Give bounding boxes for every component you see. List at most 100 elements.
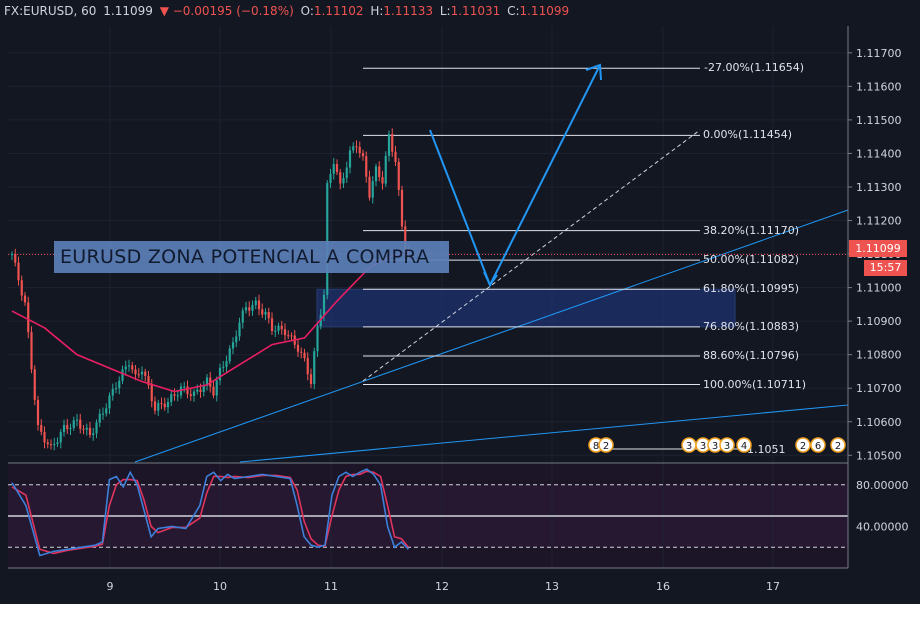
candle-body	[69, 428, 72, 430]
price-tick-label: 1.11700	[856, 47, 902, 60]
trendlines	[134, 129, 849, 463]
candle-body	[355, 146, 358, 148]
candle-body	[290, 335, 293, 337]
candle-body	[150, 385, 153, 402]
candle-body	[387, 134, 391, 156]
trendline-lower	[239, 404, 849, 463]
candle-body	[163, 403, 166, 408]
candle-body	[257, 300, 261, 310]
candle-body	[157, 403, 160, 411]
candle-body	[121, 369, 124, 381]
candle-body	[251, 304, 254, 311]
candle-body	[108, 395, 111, 409]
event-badge[interactable]	[598, 437, 614, 453]
candle-body	[212, 386, 215, 396]
candle-body	[196, 389, 199, 392]
bar-countdown-tag: 15:57	[864, 260, 907, 276]
trendline-upper	[134, 209, 849, 463]
candle-body	[33, 369, 36, 400]
event-badge[interactable]	[810, 437, 826, 453]
candle-body	[244, 307, 248, 311]
candle-body	[30, 332, 33, 370]
candle-body	[241, 310, 244, 323]
h-label: H:	[370, 4, 384, 18]
close-value: 1.11099	[519, 4, 570, 18]
event-badge-count: 3	[712, 441, 718, 452]
price-tick-label: 1.11400	[856, 147, 902, 160]
change: ▼ −0.00195 (−0.18%)	[159, 4, 294, 18]
symbol[interactable]: FX:EURUSD, 60	[4, 4, 97, 18]
candle-body	[384, 155, 387, 184]
time-tick-label: 9	[107, 580, 114, 593]
candle-body	[192, 391, 196, 396]
candle-body	[10, 254, 14, 256]
annotation-banner[interactable]: EURUSD ZONA POTENCIAL A COMPRA	[54, 241, 449, 273]
candle-body	[264, 311, 267, 315]
candle-body	[218, 367, 222, 381]
price-tick-label: 1.10600	[856, 416, 902, 429]
candle-body	[231, 342, 235, 349]
candle-body	[131, 365, 134, 370]
candle-body	[27, 302, 30, 333]
event-badge-count: 2	[603, 441, 609, 452]
fib-label: 50.00%(1.11082)	[703, 253, 800, 267]
stoch-k-line	[11, 468, 410, 557]
event-badge[interactable]	[830, 437, 846, 453]
candle-body	[280, 325, 283, 330]
candle-body	[306, 358, 309, 375]
candle-body	[170, 394, 173, 402]
candle-body	[82, 428, 85, 430]
candle-body	[173, 394, 176, 396]
event-badge[interactable]	[719, 437, 735, 453]
candle-body	[176, 395, 179, 397]
candle-body	[222, 366, 225, 368]
candle-body	[147, 375, 150, 386]
candle-body	[335, 164, 339, 173]
candle-body	[202, 385, 205, 392]
last-price: 1.11099	[103, 4, 153, 18]
candle-body	[134, 369, 137, 375]
candle-body	[261, 309, 264, 315]
candle-body	[404, 226, 407, 252]
candle-body	[118, 380, 121, 389]
candle-body	[248, 307, 251, 311]
price-tick-label: 1.10700	[856, 382, 902, 395]
candle-body	[348, 150, 352, 168]
candle-body	[274, 330, 277, 332]
event-badge-count: 2	[800, 441, 806, 452]
event-badge-count: 2	[835, 441, 841, 452]
event-badge-count: 4	[741, 441, 747, 452]
candle-body	[189, 394, 192, 396]
candle-body	[88, 427, 92, 436]
candle-body	[235, 336, 238, 343]
l-label: L:	[439, 4, 451, 18]
candle-body	[23, 295, 27, 303]
candle-body	[371, 181, 374, 198]
event-badge[interactable]	[795, 437, 811, 453]
candle-body	[215, 380, 218, 396]
high-value: 1.11133	[383, 4, 434, 18]
candle-body	[238, 322, 241, 337]
event-badge[interactable]	[736, 437, 752, 453]
event-badge-count: 8	[593, 441, 599, 452]
candle-body	[322, 294, 326, 315]
candle-body	[17, 262, 20, 281]
candle-body	[352, 146, 355, 151]
candle-body	[127, 365, 131, 367]
candle-body	[111, 388, 114, 396]
candle-body	[277, 325, 280, 331]
candle-body	[381, 177, 384, 184]
axes: 1.11700 1.11600 1.11500 1.11400 1.11300 1.112…	[0, 26, 920, 622]
candle-body	[316, 326, 319, 352]
candle-body	[153, 401, 157, 411]
candle-body	[397, 161, 400, 190]
candle-body	[368, 176, 371, 198]
candle-body	[199, 389, 202, 392]
price-tick-label: 1.10500	[856, 449, 902, 462]
price-tick-label: 1.10800	[856, 349, 902, 362]
candle-body	[114, 388, 118, 390]
candle-body	[101, 413, 105, 415]
candle-body	[92, 433, 95, 436]
